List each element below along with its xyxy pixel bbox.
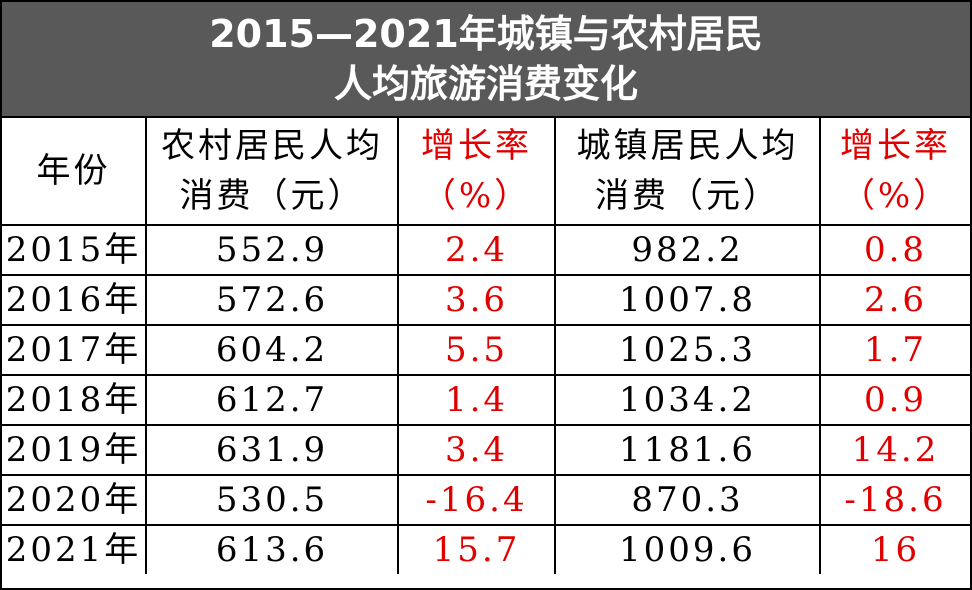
value-cell: 0.8 — [819, 224, 970, 276]
title-banner: 2015—2021年城镇与农村居民 人均旅游消费变化 — [2, 2, 970, 118]
data-row: 2017年 604.2 5.5 1025.3 1.7 — [2, 324, 970, 376]
data-row: 2019年 631.9 3.4 1181.6 14.2 — [2, 424, 970, 476]
header-text: 农村居民人均 — [161, 126, 383, 166]
data-row: 2016年 572.6 3.6 1007.8 2.6 — [2, 274, 970, 326]
value-cell: 604.2 — [145, 324, 399, 376]
value-cell: 1.7 — [819, 324, 970, 376]
value-cell: 1007.8 — [554, 274, 821, 326]
year-cell: 2020年 — [2, 474, 147, 526]
data-row: 2021年 613.6 15.7 1009.6 16 — [2, 524, 970, 574]
value-cell: -18.6 — [819, 474, 970, 526]
header-row: 年份 农村居民人均 消费（元） 增长率 （%） 城镇居民人均 消费（元） 增长率 （%） — [2, 118, 970, 226]
title-line: 2015—2021年城镇与农村居民 — [209, 12, 763, 56]
value-cell: 5.5 — [397, 324, 556, 376]
value-cell: 613.6 — [145, 524, 399, 574]
value-cell: 870.3 — [554, 474, 821, 526]
header-text: （%） — [840, 176, 951, 216]
value-cell: 3.6 — [397, 274, 556, 326]
value-cell: 3.4 — [397, 424, 556, 476]
value-cell: 1181.6 — [554, 424, 821, 476]
value-cell: -16.4 — [397, 474, 556, 526]
value-cell: 982.2 — [554, 224, 821, 276]
title-line: 人均旅游消费变化 — [333, 62, 638, 106]
year-cell: 2019年 — [2, 424, 147, 476]
value-cell: 14.2 — [819, 424, 970, 476]
value-cell: 1.4 — [397, 374, 556, 426]
value-cell: 1034.2 — [554, 374, 821, 426]
header-text: 消费（元） — [595, 176, 780, 216]
value-cell: 16 — [819, 524, 970, 574]
year-cell: 2018年 — [2, 374, 147, 426]
data-row: 2020年 530.5 -16.4 870.3 -18.6 — [2, 474, 970, 526]
header-text: （%） — [421, 176, 532, 216]
header-text: 消费（元） — [179, 176, 365, 216]
year-cell: 2016年 — [2, 274, 147, 326]
year-cell: 2015年 — [2, 224, 147, 276]
value-cell: 631.9 — [145, 424, 399, 476]
value-cell: 1025.3 — [554, 324, 821, 376]
header-cell: 农村居民人均 消费（元） — [145, 118, 399, 226]
value-cell: 2.4 — [397, 224, 556, 276]
header-text: 增长率 — [421, 126, 532, 166]
value-cell: 530.5 — [145, 474, 399, 526]
year-cell: 2017年 — [2, 324, 147, 376]
value-cell: 0.9 — [819, 374, 970, 426]
value-cell: 572.6 — [145, 274, 399, 326]
header-text: 城镇居民人均 — [576, 126, 799, 166]
year-cell: 2021年 — [2, 524, 147, 574]
value-cell: 15.7 — [397, 524, 556, 574]
data-row: 2015年 552.9 2.4 982.2 0.8 — [2, 224, 970, 276]
data-table: 年份 农村居民人均 消费（元） 增长率 （%） 城镇居民人均 消费（元） 增长率 （%） 2015… — [2, 118, 970, 574]
value-cell: 612.7 — [145, 374, 399, 426]
header-cell: 年份 — [2, 118, 147, 226]
header-text: 增长率 — [840, 126, 951, 166]
header-cell: 增长率 （%） — [819, 118, 970, 226]
header-text: 年份 — [36, 151, 111, 191]
header-cell: 增长率 （%） — [397, 118, 556, 226]
header-cell: 城镇居民人均 消费（元） — [554, 118, 821, 226]
value-cell: 2.6 — [819, 274, 970, 326]
value-cell: 1009.6 — [554, 524, 821, 574]
data-row: 2018年 612.7 1.4 1034.2 0.9 — [2, 374, 970, 426]
value-cell: 552.9 — [145, 224, 399, 276]
